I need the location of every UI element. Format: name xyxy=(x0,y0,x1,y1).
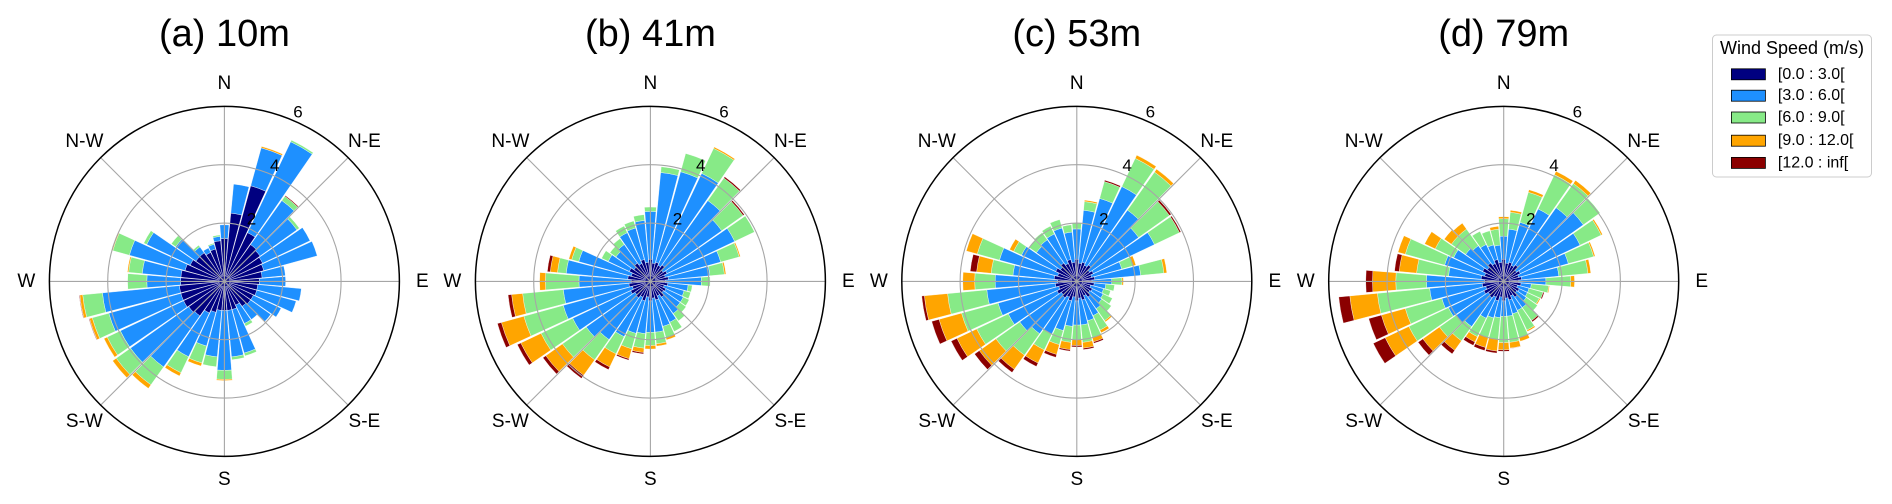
svg-text:N-W: N-W xyxy=(65,131,103,152)
svg-text:(a) 10m: (a) 10m xyxy=(159,13,290,55)
svg-text:6: 6 xyxy=(293,103,302,122)
svg-text:2: 2 xyxy=(247,210,256,229)
svg-text:4: 4 xyxy=(1122,156,1131,175)
svg-text:(d) 79m: (d) 79m xyxy=(1438,13,1569,55)
svg-text:N-E: N-E xyxy=(1627,131,1660,152)
svg-text:N-W: N-W xyxy=(491,131,529,152)
svg-text:[12.0 : inf[: [12.0 : inf[ xyxy=(1778,154,1849,171)
svg-text:S-E: S-E xyxy=(1628,411,1660,432)
svg-text:[9.0 : 12.0[: [9.0 : 12.0[ xyxy=(1778,132,1854,149)
svg-text:S-E: S-E xyxy=(775,411,807,432)
svg-text:S: S xyxy=(1497,469,1510,490)
svg-text:2: 2 xyxy=(673,210,682,229)
svg-text:N: N xyxy=(644,73,658,94)
svg-text:S: S xyxy=(1070,469,1083,490)
svg-text:6: 6 xyxy=(1573,103,1582,122)
svg-text:E: E xyxy=(842,271,855,292)
svg-text:S-E: S-E xyxy=(1201,411,1233,432)
svg-text:(b) 41m: (b) 41m xyxy=(585,13,716,55)
svg-text:S-E: S-E xyxy=(349,411,381,432)
svg-text:6: 6 xyxy=(1146,103,1155,122)
svg-text:N-W: N-W xyxy=(918,131,956,152)
svg-text:E: E xyxy=(1268,271,1281,292)
svg-text:S-W: S-W xyxy=(66,411,103,432)
svg-text:S-W: S-W xyxy=(918,411,955,432)
svg-text:N-E: N-E xyxy=(774,131,807,152)
svg-text:[6.0 : 9.0[: [6.0 : 9.0[ xyxy=(1778,109,1845,126)
svg-text:E: E xyxy=(1695,271,1708,292)
svg-text:N: N xyxy=(1070,73,1084,94)
svg-text:N-E: N-E xyxy=(348,131,381,152)
svg-text:(c) 53m: (c) 53m xyxy=(1012,13,1141,55)
svg-text:[0.0 : 3.0[: [0.0 : 3.0[ xyxy=(1778,66,1845,83)
svg-text:N: N xyxy=(1497,73,1511,94)
svg-text:S-W: S-W xyxy=(492,411,529,432)
svg-text:2: 2 xyxy=(1099,210,1108,229)
svg-text:[3.0 : 6.0[: [3.0 : 6.0[ xyxy=(1778,87,1845,104)
svg-text:4: 4 xyxy=(270,156,279,175)
svg-text:W: W xyxy=(17,271,35,292)
svg-text:N-E: N-E xyxy=(1200,131,1233,152)
svg-text:S: S xyxy=(218,469,231,490)
svg-text:Wind Speed (m/s): Wind Speed (m/s) xyxy=(1720,38,1864,58)
svg-text:W: W xyxy=(443,271,461,292)
svg-text:N: N xyxy=(218,73,232,94)
svg-text:4: 4 xyxy=(696,156,705,175)
svg-text:E: E xyxy=(416,271,429,292)
svg-text:2: 2 xyxy=(1526,210,1535,229)
svg-text:4: 4 xyxy=(1549,156,1558,175)
svg-text:S: S xyxy=(644,469,657,490)
svg-text:6: 6 xyxy=(719,103,728,122)
svg-text:W: W xyxy=(870,271,888,292)
svg-text:W: W xyxy=(1297,271,1315,292)
svg-text:S-W: S-W xyxy=(1345,411,1382,432)
svg-text:N-W: N-W xyxy=(1345,131,1383,152)
